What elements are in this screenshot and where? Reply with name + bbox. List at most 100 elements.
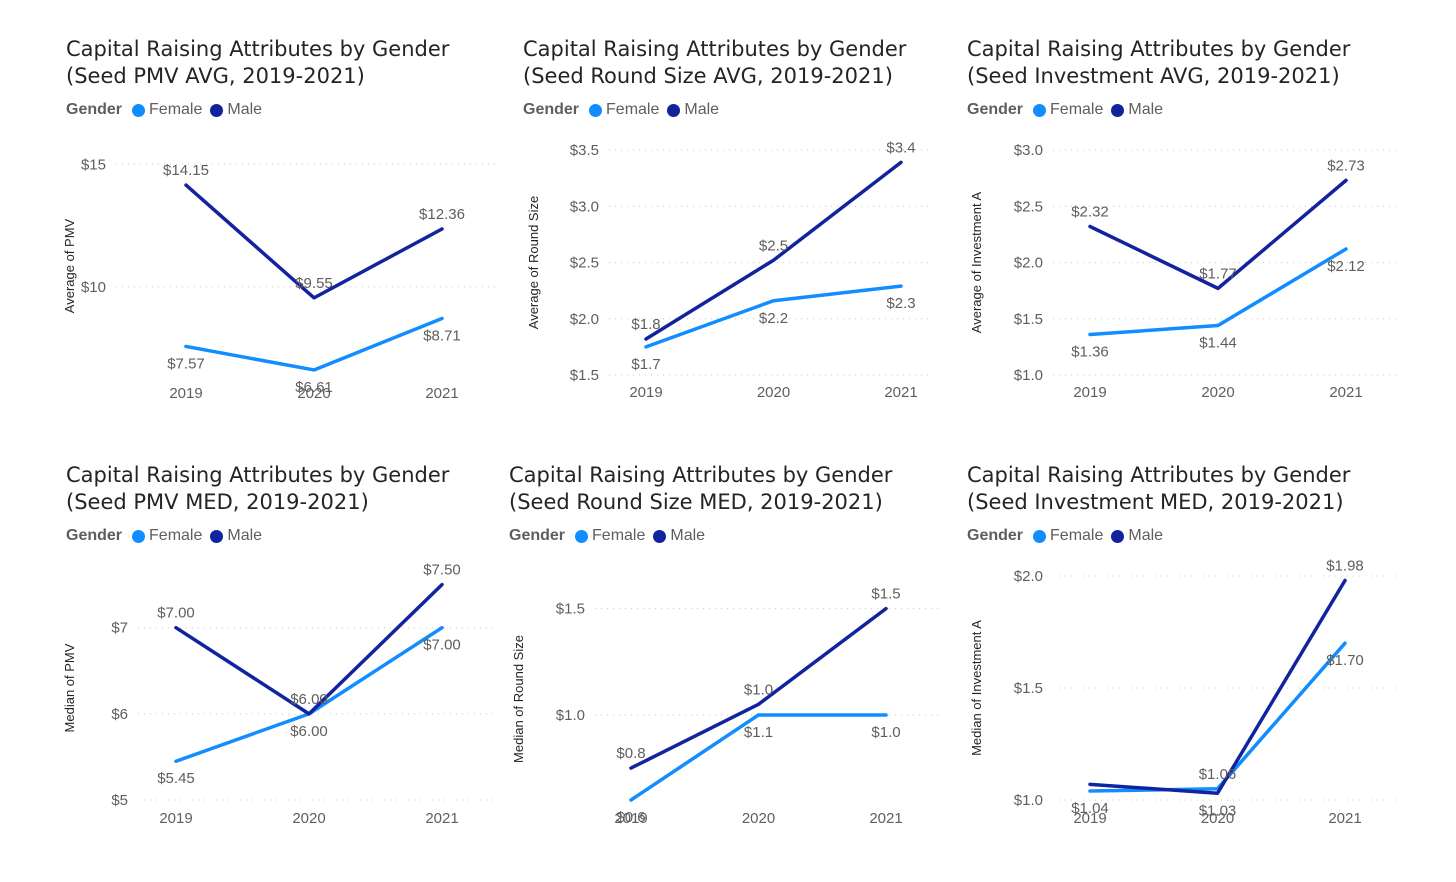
legend-male-marker (653, 529, 667, 543)
data-label: $1.8 (631, 316, 660, 333)
series-line-female (184, 316, 444, 372)
chart-title-line1: Capital Raising Attributes by Gender (523, 37, 907, 61)
legend-female-label: Female (592, 527, 646, 544)
y-axis-title: Average of Round Size (526, 196, 541, 329)
legend-item-male[interactable]: Male (210, 527, 262, 545)
legend-item-male[interactable]: Male (210, 101, 262, 119)
legend-item-female[interactable]: Female (132, 527, 202, 545)
x-tick-label: 2019 (159, 810, 192, 827)
y-tick-label: $1.0 (1014, 367, 1043, 384)
chart-title: Capital Raising Attributes by Gender (Se… (523, 36, 906, 90)
legend-item-male[interactable]: Male (1111, 527, 1163, 545)
data-label: $6.00 (290, 723, 328, 740)
y-tick-label: $6 (111, 706, 128, 723)
series-line-male (644, 160, 903, 341)
legend-title: Gender (523, 101, 580, 118)
chart-title-line2: (Seed Investment AVG, 2019-2021) (967, 64, 1340, 88)
data-label: $9.55 (295, 275, 333, 292)
y-tick-label: $2.0 (570, 311, 599, 328)
chart-title-line2: (Seed Round Size MED, 2019-2021) (509, 490, 883, 514)
chart-title: Capital Raising Attributes by Gender (Se… (66, 36, 449, 90)
data-label: $1.70 (1326, 652, 1364, 669)
series-line-male (174, 582, 444, 716)
legend-title: Gender (509, 527, 566, 544)
legend-title: Gender (66, 527, 123, 544)
data-label: $1.77 (1199, 265, 1237, 282)
chart-panel-investment-med: Capital Raising Attributes by Gender (Se… (967, 462, 1397, 832)
line-chart-plot: $1.5 $1.0 Median of Round Size 2019 2020 2021… (511, 586, 939, 827)
legend-item-male[interactable]: Male (1111, 101, 1163, 119)
x-tick-label: 2021 (884, 384, 917, 401)
x-tick-label: 2021 (869, 810, 902, 827)
chart-title-line2: (Seed PMV AVG, 2019-2021) (66, 64, 365, 88)
data-label: $2.3 (886, 295, 915, 312)
chart-legend: Gender Female Male (967, 100, 1171, 120)
chart-title-line1: Capital Raising Attributes by Gender (66, 37, 450, 61)
y-tick-label: $3.0 (1014, 142, 1043, 159)
chart-title: Capital Raising Attributes by Gender (Se… (967, 462, 1350, 516)
legend-item-female[interactable]: Female (132, 101, 202, 119)
y-tick-label: $1.5 (570, 367, 599, 384)
data-label: $1.7 (631, 356, 660, 373)
x-tick-label: 2019 (169, 385, 202, 402)
series-line-female (629, 713, 888, 802)
data-label: $1.03 (1199, 802, 1237, 819)
legend-male-label: Male (227, 527, 263, 544)
legend-female-marker (132, 529, 146, 543)
data-label: $1.98 (1326, 557, 1364, 574)
x-tick-label: 2020 (297, 385, 330, 402)
chart-title-line2: (Seed PMV MED, 2019-2021) (66, 490, 369, 514)
series-line-male (1088, 578, 1347, 796)
data-label: $0.6 (616, 809, 645, 826)
legend-item-female[interactable]: Female (589, 101, 659, 119)
x-tick-label: 2019 (629, 384, 662, 401)
legend-male-marker (1111, 103, 1125, 117)
y-tick-label: $5 (111, 792, 128, 809)
line-chart-plot: $3.5 $3.0 $2.5 $2.0 $1.5 Average of Round Siz… (526, 139, 933, 401)
line-chart-plot: $3.0 $2.5 $2.0 $1.5 $1.0 Average of Investmen… (969, 142, 1397, 401)
y-tick-label: $1.5 (1014, 311, 1043, 328)
chart-title-line1: Capital Raising Attributes by Gender (509, 463, 893, 487)
x-tick-label: 2021 (425, 810, 458, 827)
chart-panel-round-size-med: Capital Raising Attributes by Gender (Se… (509, 462, 939, 832)
legend-female-marker (1033, 103, 1047, 117)
chart-title: Capital Raising Attributes by Gender (Se… (967, 36, 1350, 90)
data-label: $7.00 (157, 605, 195, 622)
chart-panel-round-size-avg: Capital Raising Attributes by Gender (Se… (523, 36, 953, 406)
chart-panel-pmv-avg: Capital Raising Attributes by Gender (Se… (62, 36, 496, 406)
chart-legend: Gender Female Male (967, 526, 1171, 546)
series-line-female (1088, 247, 1348, 337)
y-tick-label: $3.0 (570, 198, 599, 215)
y-tick-label: $2.5 (1014, 198, 1043, 215)
data-label: $2.32 (1071, 204, 1109, 221)
legend-item-male[interactable]: Male (653, 527, 705, 545)
legend-item-male[interactable]: Male (667, 101, 719, 119)
data-label: $2.2 (759, 310, 788, 327)
chart-legend: Gender Female Male (66, 526, 270, 546)
legend-item-female[interactable]: Female (1033, 101, 1103, 119)
legend-item-female[interactable]: Female (1033, 527, 1103, 545)
legend-female-label: Female (606, 101, 660, 118)
data-label: $1.0 (744, 681, 773, 698)
x-tick-label: 2019 (614, 810, 647, 827)
y-tick-label: $1.0 (556, 707, 585, 724)
x-tick-label: 2020 (1201, 810, 1234, 827)
data-label: $1.36 (1071, 344, 1109, 361)
legend-male-label: Male (227, 101, 263, 118)
data-label: $6.61 (295, 379, 333, 396)
data-label: $7.50 (423, 562, 461, 579)
series-line-male (1088, 178, 1348, 291)
legend-male-label: Male (1128, 527, 1164, 544)
x-tick-label: 2019 (1073, 384, 1106, 401)
y-tick-label: $1.5 (1014, 680, 1043, 697)
x-tick-label: 2021 (1329, 384, 1362, 401)
x-tick-label: 2021 (425, 385, 458, 402)
data-label: $0.8 (616, 745, 645, 762)
data-label: $5.45 (157, 770, 195, 787)
y-axis-title: Median of Investment A (969, 620, 984, 756)
y-tick-label: $10 (81, 279, 106, 296)
legend-item-female[interactable]: Female (575, 527, 645, 545)
data-label: $12.36 (419, 206, 465, 223)
legend-title: Gender (967, 527, 1024, 544)
y-tick-label: $15 (81, 156, 106, 173)
